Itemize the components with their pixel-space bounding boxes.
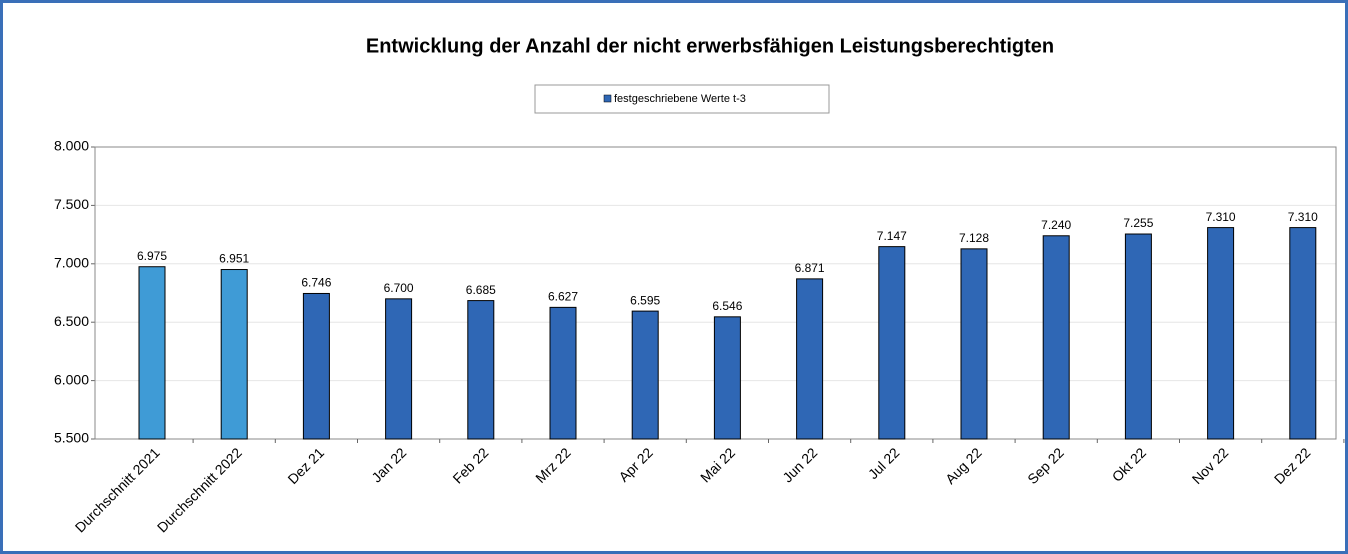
data-label: 7.147 (877, 229, 907, 243)
y-tick-label: 5.500 (54, 430, 89, 446)
data-label: 6.746 (301, 276, 331, 290)
bar (1124, 233, 1152, 440)
legend-box (534, 84, 830, 114)
bar (467, 300, 495, 440)
data-label: 7.310 (1288, 210, 1318, 224)
bar (302, 292, 330, 440)
y-tick-label: 7.500 (54, 196, 89, 212)
data-label: 6.627 (548, 290, 578, 304)
bar (878, 246, 906, 440)
y-tick-label: 6.000 (54, 371, 89, 387)
data-label: 7.255 (1123, 216, 1153, 230)
y-tick-label: 6.500 (54, 313, 89, 329)
bar (385, 298, 413, 440)
y-tick-label: 8.000 (54, 138, 89, 154)
chart-title: Entwicklung der Anzahl der nicht erwerbs… (366, 35, 1054, 57)
legend-label: festgeschriebene Werte t-3 (614, 93, 746, 105)
data-label: 7.240 (1041, 218, 1071, 232)
data-label: 7.310 (1206, 210, 1236, 224)
bar (796, 278, 824, 440)
bar (1042, 235, 1070, 440)
data-label: 6.546 (712, 299, 742, 313)
bar (713, 316, 741, 440)
data-label: 6.951 (219, 252, 249, 266)
y-tick-label: 7.000 (54, 255, 89, 271)
bar (960, 248, 988, 440)
bar (220, 269, 248, 440)
data-label: 6.685 (466, 283, 496, 297)
legend-swatch (603, 94, 612, 103)
data-label: 7.128 (959, 231, 989, 245)
bar (1289, 227, 1317, 440)
bar (138, 266, 166, 440)
bar (549, 306, 577, 440)
data-label: 6.595 (630, 293, 660, 307)
data-label: 6.871 (795, 261, 825, 275)
bar (631, 310, 659, 440)
data-label: 6.700 (384, 281, 414, 295)
data-label: 6.975 (137, 249, 167, 263)
bar (1207, 227, 1235, 440)
